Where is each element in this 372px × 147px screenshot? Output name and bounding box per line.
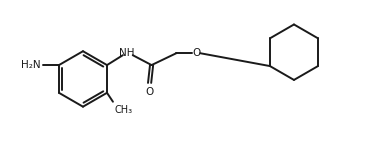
Text: O: O bbox=[145, 87, 154, 97]
Text: O: O bbox=[192, 48, 200, 58]
Text: CH₃: CH₃ bbox=[115, 105, 133, 115]
Text: NH: NH bbox=[119, 48, 135, 58]
Text: H₂N: H₂N bbox=[20, 60, 40, 70]
